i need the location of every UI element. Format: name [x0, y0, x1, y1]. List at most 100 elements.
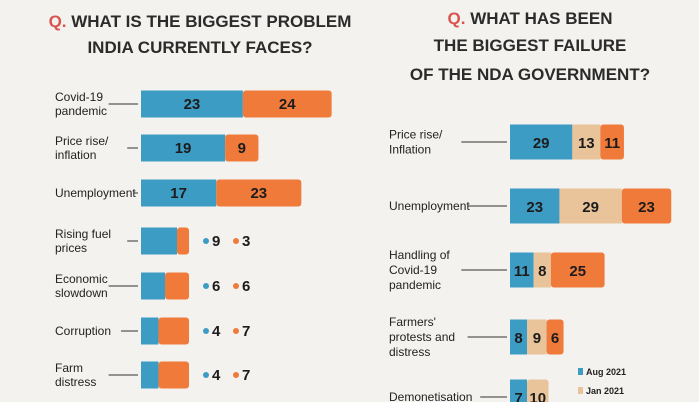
right-category-label: protests and: [389, 330, 455, 344]
left-value-dot-blue: [203, 283, 209, 289]
left-bar-value-blue: 4: [212, 323, 221, 340]
left-category-label: Corruption: [55, 324, 111, 338]
right-bar-value: 10: [529, 390, 546, 402]
left-bar-value-orange: 6: [242, 278, 250, 295]
right-category-label: Farmers': [389, 315, 436, 329]
right-bar-value: 23: [526, 199, 543, 216]
left-bar-orange: [242, 90, 332, 118]
left-value-dot-blue: [203, 372, 209, 378]
right-bar-segment: [546, 319, 564, 355]
left-bar-value-orange: 9: [238, 140, 246, 157]
right-bar-value: 6: [551, 330, 559, 347]
left-bar-value-blue: 6: [212, 278, 220, 295]
left-value-dot-orange: [233, 372, 239, 378]
right-bar-value: 23: [638, 199, 655, 216]
left-category-label: Unemployment: [55, 186, 136, 200]
right-bar-segment: [510, 319, 528, 355]
left-bar-orange: [165, 272, 189, 300]
left-bar-value-blue: 23: [184, 96, 201, 113]
left-bar-orange: [158, 361, 189, 389]
legend-label: Jan 2021: [586, 386, 624, 396]
left-value-dot-orange: [233, 328, 239, 334]
left-bar-value-blue: 9: [212, 233, 220, 250]
right-bar-segment: [559, 188, 622, 224]
right-bar-value: 9: [533, 330, 541, 347]
right-category-label: pandemic: [389, 278, 441, 292]
left-chart-biggest-problem: Q. WHAT IS THE BIGGEST PROBLEM INDIA CURR…: [49, 12, 352, 389]
left-bar-blue: [141, 272, 165, 300]
left-chart-title-marker: Q.: [49, 12, 72, 31]
left-category-label: Covid-19: [55, 90, 103, 104]
left-bar-value-orange: 3: [242, 233, 250, 250]
left-bar-blue: [141, 361, 159, 389]
right-bar-segment: [510, 252, 534, 288]
left-bar-orange: [216, 179, 302, 207]
left-bar-value-orange: 23: [250, 185, 267, 202]
left-bar-orange: [225, 134, 259, 162]
right-chart-title-text: WHAT HAS BEEN: [470, 9, 612, 28]
right-chart-title-text: THE BIGGEST FAILURE: [434, 36, 627, 55]
left-chart-title-text: INDIA CURRENTLY FACES?: [87, 38, 312, 57]
right-bar-value: 8: [514, 330, 522, 347]
right-bar-segment: [527, 319, 547, 355]
right-legend: Aug 2021 Jan 2021: [578, 367, 626, 396]
right-bar-segment: [510, 188, 560, 224]
left-bar-value-blue: 17: [170, 185, 187, 202]
legend-label: Aug 2021: [586, 367, 626, 377]
legend-swatch: [578, 387, 583, 394]
left-bar-blue: [141, 227, 177, 255]
left-value-dot-orange: [233, 238, 239, 244]
right-chart-title-line: OF THE NDA GOVERNMENT?: [410, 65, 650, 84]
left-category-label: prices: [55, 241, 87, 255]
right-category-label: Inflation: [389, 143, 431, 157]
right-bar-segment: [550, 252, 605, 288]
left-value-dot-orange: [233, 283, 239, 289]
left-bar-orange: [158, 317, 189, 345]
left-bar-value-orange: 7: [242, 367, 250, 384]
right-bar-segment: [621, 188, 672, 224]
right-bar-segment: [533, 252, 551, 288]
right-bar-segment: [527, 379, 549, 402]
right-chart-title-line: Q. WHAT HAS BEEN: [448, 9, 613, 28]
right-chart-title-line: THE BIGGEST FAILURE: [434, 36, 627, 55]
left-bar-value-orange: 24: [279, 96, 296, 113]
right-category-label: Handling of: [389, 248, 450, 262]
right-bar-segment: [510, 379, 527, 402]
left-chart-title-line: Q. WHAT IS THE BIGGEST PROBLEM: [49, 12, 352, 31]
right-bar-value: 29: [533, 135, 550, 152]
left-category-label: slowdown: [55, 286, 108, 300]
left-bar-blue: [141, 317, 159, 345]
left-bar-blue: [141, 179, 217, 207]
left-bar-value-orange: 7: [242, 323, 250, 340]
left-category-label: Farm: [55, 361, 83, 375]
right-chart-title-text: OF THE NDA GOVERNMENT?: [410, 65, 650, 84]
right-bar-value: 8: [538, 263, 546, 280]
left-category-label: Economic: [55, 272, 108, 286]
legend-swatch: [578, 368, 583, 375]
left-value-dot-blue: [203, 328, 209, 334]
left-bar-blue: [141, 90, 243, 118]
left-category-label: Price rise/: [55, 134, 109, 148]
right-bar-segment: [572, 124, 601, 160]
right-category-label: Demonetisation: [389, 390, 472, 402]
right-bar-value: 7: [514, 390, 522, 402]
right-bar-value: 25: [569, 263, 586, 280]
left-chart-title-text: WHAT IS THE BIGGEST PROBLEM: [71, 12, 351, 31]
left-category-label: pandemic: [55, 104, 107, 118]
right-bar-segment: [510, 124, 573, 160]
left-value-dot-blue: [203, 238, 209, 244]
right-bar-value: 13: [578, 135, 595, 152]
right-bar-value: 11: [604, 135, 620, 152]
right-bar-value: 11: [514, 263, 530, 280]
left-category-label: Rising fuel: [55, 227, 111, 241]
right-category-label: Covid-19: [389, 263, 437, 277]
right-bar-value: 29: [582, 199, 599, 216]
left-bar-orange: [177, 227, 189, 255]
right-chart-biggest-failure: Q. WHAT HAS BEEN THE BIGGEST FAILURE OF TH…: [389, 9, 672, 402]
left-bar-value-blue: 4: [212, 367, 221, 384]
left-bar-value-blue: 19: [175, 140, 192, 157]
left-category-label: distress: [55, 375, 96, 389]
left-chart-title-line: INDIA CURRENTLY FACES?: [87, 38, 312, 57]
right-chart-title-marker: Q.: [448, 9, 471, 28]
